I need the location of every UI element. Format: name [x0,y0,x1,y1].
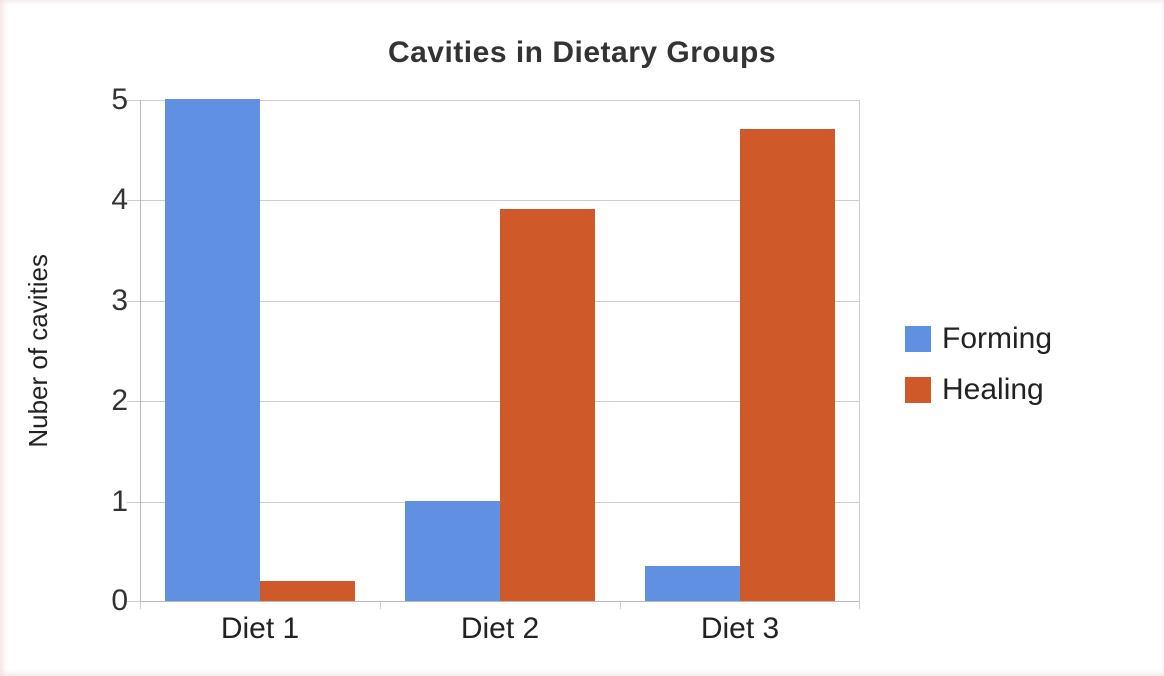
y-axis-ticks: 0 1 2 3 4 5 [62,85,128,616]
legend-item-forming: Forming [905,324,1052,354]
gridline-4 [140,200,860,202]
gridline-5 [140,100,860,101]
y-tick-mark-2 [127,401,140,403]
y-tick-label-2: 2 [111,384,128,418]
y-tick-mark-1 [127,501,140,503]
y-tick-mark-0 [127,601,140,602]
legend-item-healing: Healing [905,375,1052,405]
x-tick-mark-2 [620,602,621,609]
bar-healing-diet-1 [260,581,355,601]
x-tick-mark-0 [140,602,141,609]
x-axis-labels: Diet 1 Diet 2 Diet 3 [140,612,860,652]
y-tick-label-3: 3 [111,283,128,317]
y-tick-mark-4 [127,200,140,202]
legend-label-forming: Forming [942,322,1053,355]
x-tick-mark-3 [859,602,860,609]
y-tick-label-1: 1 [111,484,128,518]
legend: Forming Healing [905,324,1052,426]
bar-forming-diet-1 [165,99,260,601]
bar-healing-diet-3 [740,129,835,601]
plot-area [127,99,860,609]
legend-swatch-forming [905,326,931,352]
gridline-0 [140,601,860,602]
plot-right-border [859,100,860,602]
y-axis-line [140,100,141,602]
legend-label-healing: Healing [942,373,1044,406]
chart-title: Cavities in Dietary Groups [387,36,777,69]
y-tick-label-5: 5 [111,83,128,116]
y-axis-title-text: Nuber of cavities [22,254,53,448]
y-tick-mark-3 [127,300,140,302]
y-tick-mark-5 [127,100,140,101]
bar-forming-diet-2 [405,501,500,601]
bar-healing-diet-2 [500,209,595,601]
y-tick-label-4: 4 [111,183,128,217]
x-tick-label-2: Diet 2 [460,612,540,645]
bar-forming-diet-3 [645,566,740,601]
x-tick-label-1: Diet 1 [220,612,300,645]
x-tick-label-3: Diet 3 [700,612,780,645]
x-tick-mark-1 [380,602,381,609]
legend-swatch-healing [905,377,931,403]
y-axis-title: Nuber of cavities [16,100,60,602]
y-tick-label-0: 0 [111,584,128,617]
